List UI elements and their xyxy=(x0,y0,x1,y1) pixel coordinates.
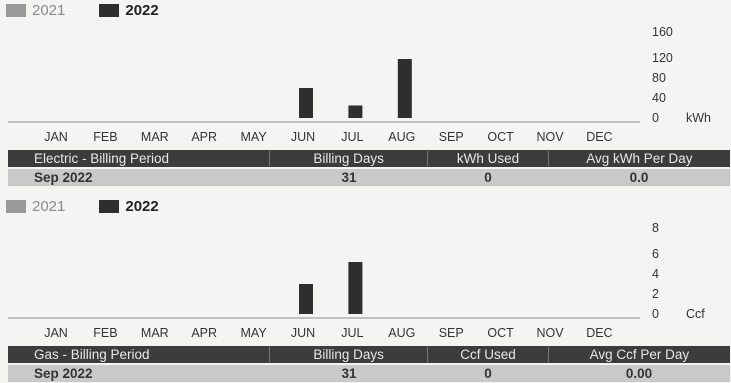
cell-billing-period: Sep 2022 xyxy=(34,366,93,381)
bar-2022-jul xyxy=(348,262,363,314)
legend-label-2022: 2022 xyxy=(125,1,159,19)
electric-bar-chart: JAN FEB MAR APR MAY JUN JUL AUG SEP OCT NOV DEC 0 40 8… xyxy=(8,25,711,144)
x-tick-label: DEC xyxy=(586,326,612,340)
unit-label: Ccf xyxy=(686,307,705,321)
electric-table-row: Sep 2022 31 0 0.0 xyxy=(8,169,730,186)
x-tick-label: JAN xyxy=(44,130,68,144)
legend-swatch-2021 xyxy=(6,3,26,17)
legend-label-2021: 2021 xyxy=(32,197,66,215)
x-tick-label: MAY xyxy=(241,326,268,340)
gas-usage-panel: 2021 2022 JAN FEB MAR APR MAY JUN JUL AUG SEP OCT… xyxy=(0,196,731,383)
header-billing-period: Electric - Billing Period xyxy=(34,151,170,166)
x-tick-label: JUN xyxy=(291,326,315,340)
y-tick-label: 6 xyxy=(652,247,659,261)
y-tick-label: 2 xyxy=(652,287,659,301)
legend-label-2021: 2021 xyxy=(32,1,66,19)
bar-2022-jul xyxy=(348,105,363,118)
header-used: Ccf Used xyxy=(427,347,547,362)
header-billing-period: Gas - Billing Period xyxy=(34,347,150,362)
x-tick-label: MAY xyxy=(241,130,268,144)
legend-label-2022: 2022 xyxy=(125,197,159,215)
bar-2022-aug xyxy=(397,59,412,118)
x-tick-label: APR xyxy=(191,130,217,144)
x-tick-label: SEP xyxy=(439,130,464,144)
x-tick-label: OCT xyxy=(487,130,514,144)
y-tick-label: 120 xyxy=(652,51,673,65)
x-tick-label: JUL xyxy=(341,326,363,340)
legend-2022: 2022 xyxy=(99,197,159,215)
legend-2021: 2021 xyxy=(6,198,65,215)
cell-used: 0 xyxy=(484,366,492,381)
gas-table-row: Sep 2022 31 0 0.00 xyxy=(8,365,730,382)
x-tick-label: JUN xyxy=(291,130,315,144)
chart-legend: 2021 2022 xyxy=(6,0,193,20)
cell-billing-period: Sep 2022 xyxy=(34,170,93,185)
cell-billing-days: 31 xyxy=(341,366,357,381)
x-tick-label: FEB xyxy=(93,326,117,340)
x-tick-label: OCT xyxy=(487,326,514,340)
legend-2021: 2021 xyxy=(6,2,65,19)
header-billing-days: Billing Days xyxy=(268,347,427,362)
bar-2022-jun xyxy=(299,88,313,118)
legend-2022: 2022 xyxy=(99,1,159,19)
x-tick-label: JUL xyxy=(341,130,363,144)
cell-avg-per-day: 0.00 xyxy=(625,366,653,381)
gas-table-header: Gas - Billing Period Billing Days Ccf Us… xyxy=(8,346,730,363)
x-tick-label: AUG xyxy=(388,326,415,340)
x-tick-label: MAR xyxy=(141,130,169,144)
x-tick-label: MAR xyxy=(141,326,169,340)
legend-swatch-2022 xyxy=(99,199,120,213)
y-tick-label: 40 xyxy=(652,91,666,105)
gas-bar-chart: JAN FEB MAR APR MAY JUN JUL AUG SEP OCT NOV DEC 0 2 4 6… xyxy=(8,221,705,340)
header-avg-per-day: Avg Ccf Per Day xyxy=(547,347,730,362)
cell-used: 0 xyxy=(484,170,492,185)
header-avg-per-day: Avg kWh Per Day xyxy=(547,151,730,166)
y-tick-label: 0 xyxy=(652,307,659,321)
header-billing-days: Billing Days xyxy=(268,151,427,166)
x-tick-label: APR xyxy=(191,326,217,340)
legend-swatch-2022 xyxy=(99,3,120,17)
cell-billing-days: 31 xyxy=(341,170,357,185)
y-tick-label: 160 xyxy=(652,25,673,39)
y-tick-label: 4 xyxy=(652,267,659,281)
chart-legend: 2021 2022 xyxy=(6,196,193,216)
unit-label: kWh xyxy=(686,111,711,125)
x-tick-label: JAN xyxy=(44,326,68,340)
x-tick-label: FEB xyxy=(93,130,117,144)
legend-swatch-2021 xyxy=(6,199,26,213)
header-used: kWh Used xyxy=(427,151,547,166)
y-tick-label: 0 xyxy=(652,111,659,125)
electric-table-header: Electric - Billing Period Billing Days k… xyxy=(8,150,730,167)
cell-avg-per-day: 0.0 xyxy=(629,170,649,185)
bar-2022-jun xyxy=(299,284,313,314)
x-tick-label: SEP xyxy=(439,326,464,340)
x-tick-label: NOV xyxy=(536,326,564,340)
x-tick-label: AUG xyxy=(388,130,415,144)
x-tick-label: NOV xyxy=(536,130,564,144)
y-tick-label: 8 xyxy=(652,221,659,235)
y-tick-label: 80 xyxy=(652,71,666,85)
x-tick-label: DEC xyxy=(586,130,612,144)
electric-usage-panel: 2021 2022 JAN FEB MAR APR MAY JUN JUL AUG SEP OCT… xyxy=(6,0,730,186)
